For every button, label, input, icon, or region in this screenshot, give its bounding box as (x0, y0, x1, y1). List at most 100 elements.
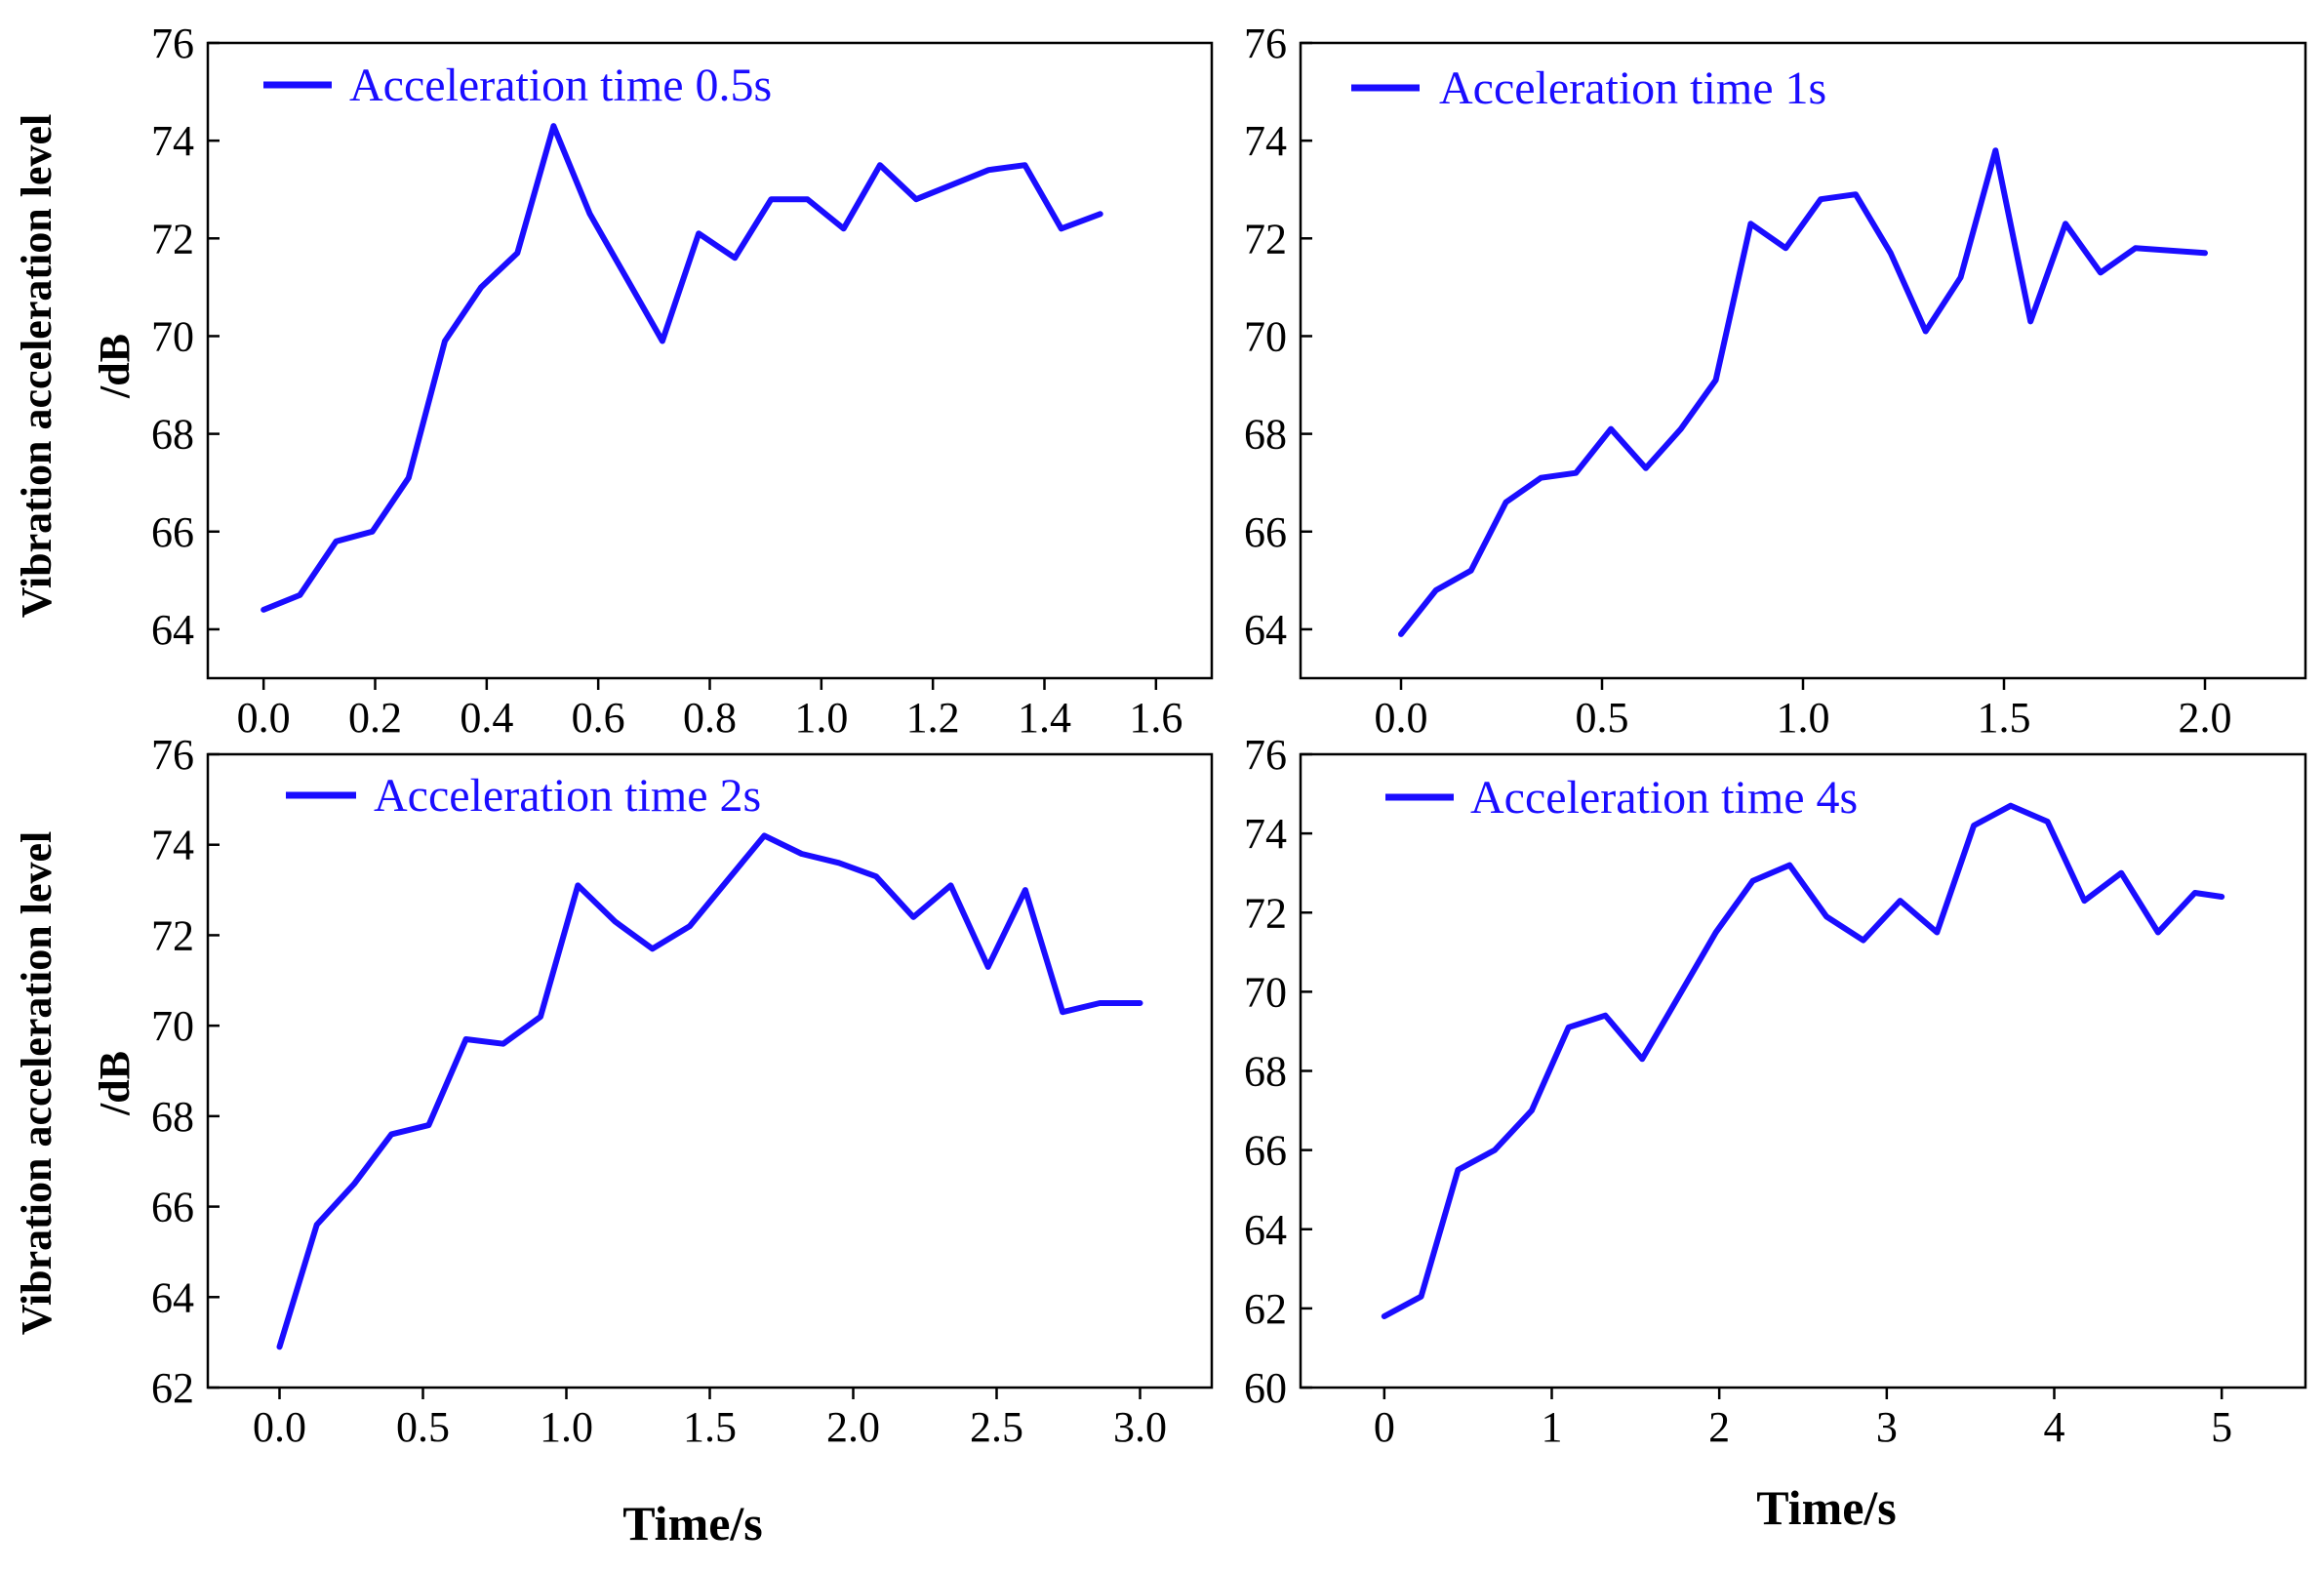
data-point (1643, 465, 1649, 471)
legend: Acceleration time 0.5s (263, 60, 772, 111)
data-point (1747, 221, 1753, 226)
x-tick-label: 0.2 (348, 694, 402, 742)
y-tick-label: 64 (151, 1273, 194, 1321)
data-point (1097, 1000, 1102, 1006)
x-tick-label: 2.0 (826, 1403, 880, 1451)
x-tick-label: 4 (2044, 1403, 2065, 1451)
legend: Acceleration time 2s (286, 770, 761, 822)
legend: Acceleration time 1s (1351, 62, 1826, 114)
legend: Acceleration time 4s (1385, 772, 1858, 824)
panel-acceleration-0-5s: 64 66 68 70 72 74 76 0.0 0.2 0.4 0.6 0.8 1.0 1.2 1.4 1.… (151, 20, 1214, 742)
data-point (1923, 328, 1929, 334)
data-point (2202, 250, 2208, 256)
data-point (1750, 878, 1755, 884)
x-tick-label: 0.5 (396, 1403, 450, 1451)
data-point (1713, 378, 1719, 383)
y-tick-label: 70 (1244, 312, 1287, 360)
data-point (1468, 568, 1474, 574)
ylabel-top: Vibration acceleration level /dB (13, 114, 139, 618)
y-tick-label: 68 (1244, 1048, 1287, 1096)
x-tick-label: 1.5 (683, 1403, 737, 1451)
x-tick-label: 1.0 (540, 1403, 593, 1451)
data-point (314, 1222, 320, 1228)
data-point (1898, 898, 1903, 904)
data-point (1433, 587, 1439, 593)
data-point (2219, 894, 2224, 900)
y-tick-label: 68 (151, 411, 194, 459)
data-point (1022, 162, 1027, 168)
data-point (1888, 250, 1894, 256)
data-point (910, 914, 916, 920)
y-tick-label: 62 (151, 1364, 194, 1412)
data-point (913, 196, 919, 202)
x-tick-label: 3 (1876, 1403, 1898, 1451)
y-tick-label: 76 (151, 20, 194, 67)
x-tick-label: 3.0 (1113, 1403, 1167, 1451)
data-point (1823, 913, 1829, 919)
data-point (799, 851, 805, 857)
data-point (1853, 191, 1859, 197)
xlabel-left: Time/s (622, 1496, 763, 1551)
data-point (587, 211, 593, 217)
data-point (2063, 221, 2068, 226)
data-point (985, 167, 991, 173)
y-tick-label: 70 (151, 1002, 194, 1050)
data-point (1783, 245, 1788, 251)
data-point (575, 882, 581, 888)
y-tick-label: 64 (151, 606, 194, 654)
y-tick-label: 64 (1244, 606, 1287, 654)
data-point (1492, 1148, 1498, 1153)
legend-label: Acceleration time 0.5s (349, 60, 772, 111)
data-point (1971, 823, 1977, 828)
y-tick-label: 72 (1244, 215, 1287, 262)
y-tick-label: 74 (1244, 117, 1287, 165)
data-point (1608, 426, 1614, 432)
x-tick-label: 0.0 (1375, 694, 1428, 742)
ylabel-top-line2: /dB (91, 334, 139, 399)
data-point (277, 1344, 282, 1349)
y-tick-label: 74 (151, 822, 194, 869)
data-point (442, 338, 448, 343)
y-tick-label: 76 (1244, 731, 1287, 779)
data-point (1138, 1000, 1142, 1006)
xlabel-right: Time/s (1756, 1480, 1897, 1535)
data-point (1098, 211, 1103, 217)
data-point (1060, 1009, 1065, 1015)
y-tick-label: 74 (1244, 810, 1287, 858)
data-point (501, 1041, 506, 1047)
panel-acceleration-2s: 62 64 66 68 70 72 74 76 0.0 0.5 1.0 1.5 2.0 2.5 3.0 Acc… (151, 731, 1214, 1451)
data-point (297, 592, 302, 598)
y-tick-label: 66 (151, 1184, 194, 1231)
x-tick-label: 2.0 (2179, 694, 2232, 742)
data-point (260, 607, 266, 613)
data-point (1398, 631, 1404, 637)
series-line (260, 123, 1103, 613)
data-point (1566, 1025, 1572, 1030)
data-point (1934, 930, 1940, 936)
data-point (1503, 500, 1509, 505)
data-point (388, 1131, 394, 1137)
x-tick-label: 0.6 (572, 694, 625, 742)
y-tick-label: 66 (1244, 508, 1287, 556)
x-tick-label: 1.4 (1018, 694, 1071, 742)
data-point (2045, 819, 2051, 825)
y-tick-label: 68 (151, 1093, 194, 1141)
y-tick-label: 62 (1244, 1285, 1287, 1333)
data-point (1573, 470, 1579, 476)
data-point (351, 1181, 357, 1187)
y-tick-label: 72 (151, 215, 194, 262)
series-line (276, 832, 1143, 1350)
data-point (370, 529, 376, 535)
data-point (1382, 1313, 1387, 1319)
y-tick-label: 70 (151, 312, 194, 360)
x-tick-label: 1.0 (1777, 694, 1830, 742)
data-point (761, 832, 767, 838)
data-point (724, 878, 730, 884)
data-point (514, 250, 520, 256)
y-tick-label: 72 (151, 911, 194, 959)
data-point (1602, 1013, 1608, 1019)
data-point (478, 284, 484, 290)
data-point (2155, 930, 2161, 936)
legend-label: Acceleration time 4s (1470, 772, 1858, 824)
